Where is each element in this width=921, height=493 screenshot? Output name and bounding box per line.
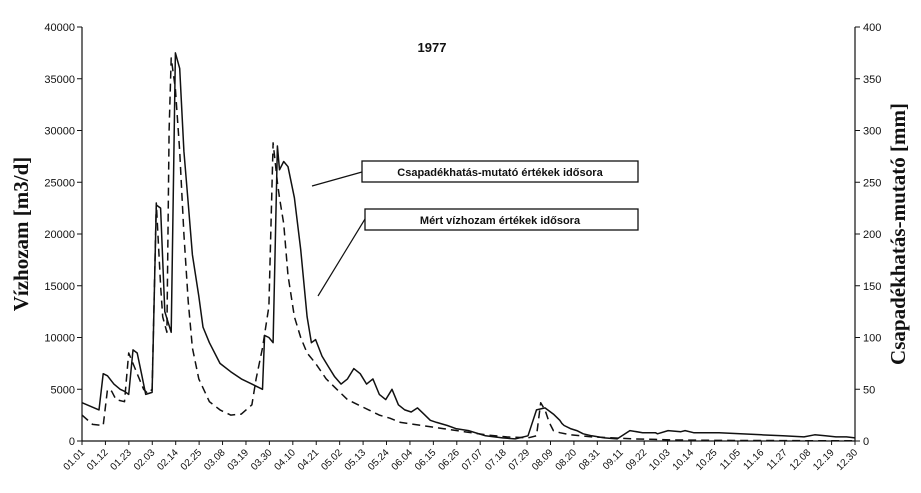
x-axis-tick-label: 03.08 — [202, 447, 228, 473]
x-axis-tick-label: 11.05 — [718, 447, 743, 472]
x-axis-tick-label: 08.09 — [530, 447, 556, 473]
left-axis-title: Vízhozam [m3/d] — [9, 157, 33, 312]
legend-box-precipitation — [361, 160, 639, 183]
left-axis-tick-label: 10000 — [44, 333, 75, 345]
x-axis-tick-label: 09.11 — [601, 447, 626, 472]
legend-entry-discharge: Mért vízhozam értékek idősora — [317, 208, 639, 297]
left-axis-ticks: 0 5000 10000 15000 20000 25000 30000 35000 40000 — [44, 22, 82, 448]
x-axis-tick-label: 07.29 — [507, 447, 533, 473]
x-axis-tick-label: 11.16 — [741, 447, 766, 472]
right-axis-tick-label: 200 — [863, 229, 881, 241]
left-axis-tick-label: 40000 — [44, 22, 75, 34]
series-line-discharge — [81, 57, 856, 442]
x-axis-tick-label: 06.04 — [390, 447, 416, 473]
x-axis-tick-label: 02.14 — [155, 447, 181, 473]
left-axis-tick-label: 20000 — [44, 229, 75, 241]
x-axis-tick-label: 12.08 — [788, 447, 814, 473]
x-axis-tick-label: 06.15 — [413, 447, 439, 473]
chart-title: 1977 — [418, 40, 447, 55]
x-axis-tick-label: 01.01 — [62, 447, 88, 473]
left-axis-tick-label: 25000 — [44, 177, 75, 189]
x-axis-tick-label: 01.23 — [108, 447, 134, 473]
x-axis-tick-label: 05.02 — [319, 447, 345, 473]
right-axis-tick-label: 350 — [863, 74, 881, 86]
legend-pointer-discharge — [317, 218, 366, 297]
x-axis-tick-label: 10.03 — [647, 447, 673, 473]
left-axis-tick-label: 30000 — [44, 126, 75, 138]
x-axis-ticks: 01.0101.1201.2302.0302.1402.2503.0803.19… — [62, 441, 861, 473]
right-axis-tick-label: 250 — [863, 177, 881, 189]
x-axis-tick-label: 07.18 — [483, 447, 509, 473]
left-axis-tick-label: 15000 — [44, 281, 75, 293]
right-axis-tick-label: 100 — [863, 333, 881, 345]
x-axis-tick-label: 02.25 — [179, 447, 205, 473]
right-axis-tick-label: 50 — [863, 384, 875, 396]
x-axis-tick-label: 06.26 — [436, 447, 462, 473]
x-axis-tick-label: 05.13 — [343, 447, 369, 473]
legend-label-precipitation: Csapadékhatás-mutató értékek idősora — [397, 167, 603, 179]
series-line-precipitation — [81, 52, 856, 440]
right-axis-title: Csapadékhatás-mutató [mm] — [886, 103, 910, 365]
x-axis-tick-label: 09.22 — [624, 447, 650, 473]
legend-label-discharge: Mért vízhozam értékek idősora — [420, 215, 581, 227]
x-axis-tick-label: 01.12 — [85, 447, 111, 473]
legend-pointer-precipitation — [311, 171, 363, 187]
legend-entry-precipitation: Csapadékhatás-mutató értékek idősora — [311, 160, 639, 187]
x-axis-tick-label: 03.30 — [249, 447, 275, 473]
right-axis-tick-label: 400 — [863, 22, 881, 34]
right-axis-tick-label: 0 — [863, 436, 869, 448]
right-axis-tick-label: 300 — [863, 126, 881, 138]
x-axis-tick-label: 04.21 — [296, 447, 322, 473]
left-axis-tick-label: 5000 — [51, 384, 75, 396]
left-axis-tick-label: 35000 — [44, 74, 75, 86]
x-axis-tick-label: 08.20 — [554, 447, 580, 473]
right-axis-tick-label: 150 — [863, 281, 881, 293]
x-axis-tick-label: 05.24 — [366, 447, 392, 473]
x-axis-tick-label: 04.10 — [272, 447, 298, 473]
left-axis-tick-label: 0 — [69, 436, 75, 448]
x-axis-tick-label: 02.03 — [132, 447, 158, 473]
x-axis-tick-label: 08.31 — [577, 447, 603, 473]
x-axis-tick-label: 10.14 — [671, 447, 697, 473]
x-axis-tick-label: 10.25 — [694, 447, 720, 473]
x-axis-tick-label: 07.07 — [460, 447, 486, 473]
plot-axes — [81, 27, 856, 442]
x-axis-tick-label: 12.30 — [835, 447, 861, 473]
series-layer — [81, 52, 856, 442]
x-axis-tick-label: 12.19 — [811, 447, 837, 473]
x-axis-tick-label: 11.27 — [765, 447, 790, 472]
right-axis-ticks: 0 50 100 150 200 250 300 350 400 — [855, 22, 881, 448]
x-axis-tick-label: 03.19 — [226, 447, 252, 473]
